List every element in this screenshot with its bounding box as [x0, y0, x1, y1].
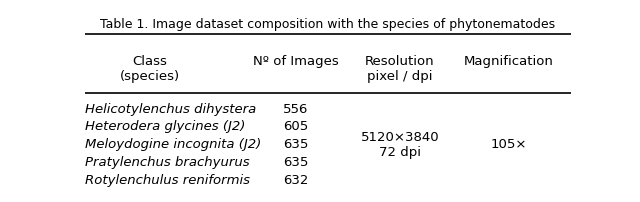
Text: Rotylenchulus reniformis: Rotylenchulus reniformis: [85, 174, 250, 187]
Text: 105×: 105×: [491, 138, 527, 151]
Text: 635: 635: [283, 156, 308, 169]
Text: Resolution
pixel / dpi: Resolution pixel / dpi: [365, 55, 435, 83]
Text: Nº of Images: Nº of Images: [253, 55, 339, 68]
Text: 605: 605: [283, 120, 308, 133]
Text: Class
(species): Class (species): [120, 55, 179, 83]
Text: Heterodera glycines (J2): Heterodera glycines (J2): [85, 120, 245, 133]
Text: 556: 556: [283, 102, 308, 116]
Text: 5120×3840
72 dpi: 5120×3840 72 dpi: [360, 131, 439, 159]
Text: 635: 635: [283, 138, 308, 151]
Text: 632: 632: [283, 174, 308, 187]
Text: Pratylenchus brachyurus: Pratylenchus brachyurus: [85, 156, 250, 169]
Text: Helicotylenchus dihystera: Helicotylenchus dihystera: [85, 102, 256, 116]
Text: Table 1. Image dataset composition with the species of phytonematodes: Table 1. Image dataset composition with …: [100, 18, 556, 31]
Text: Magnification: Magnification: [464, 55, 554, 68]
Text: Meloydogine incognita (J2): Meloydogine incognita (J2): [85, 138, 261, 151]
